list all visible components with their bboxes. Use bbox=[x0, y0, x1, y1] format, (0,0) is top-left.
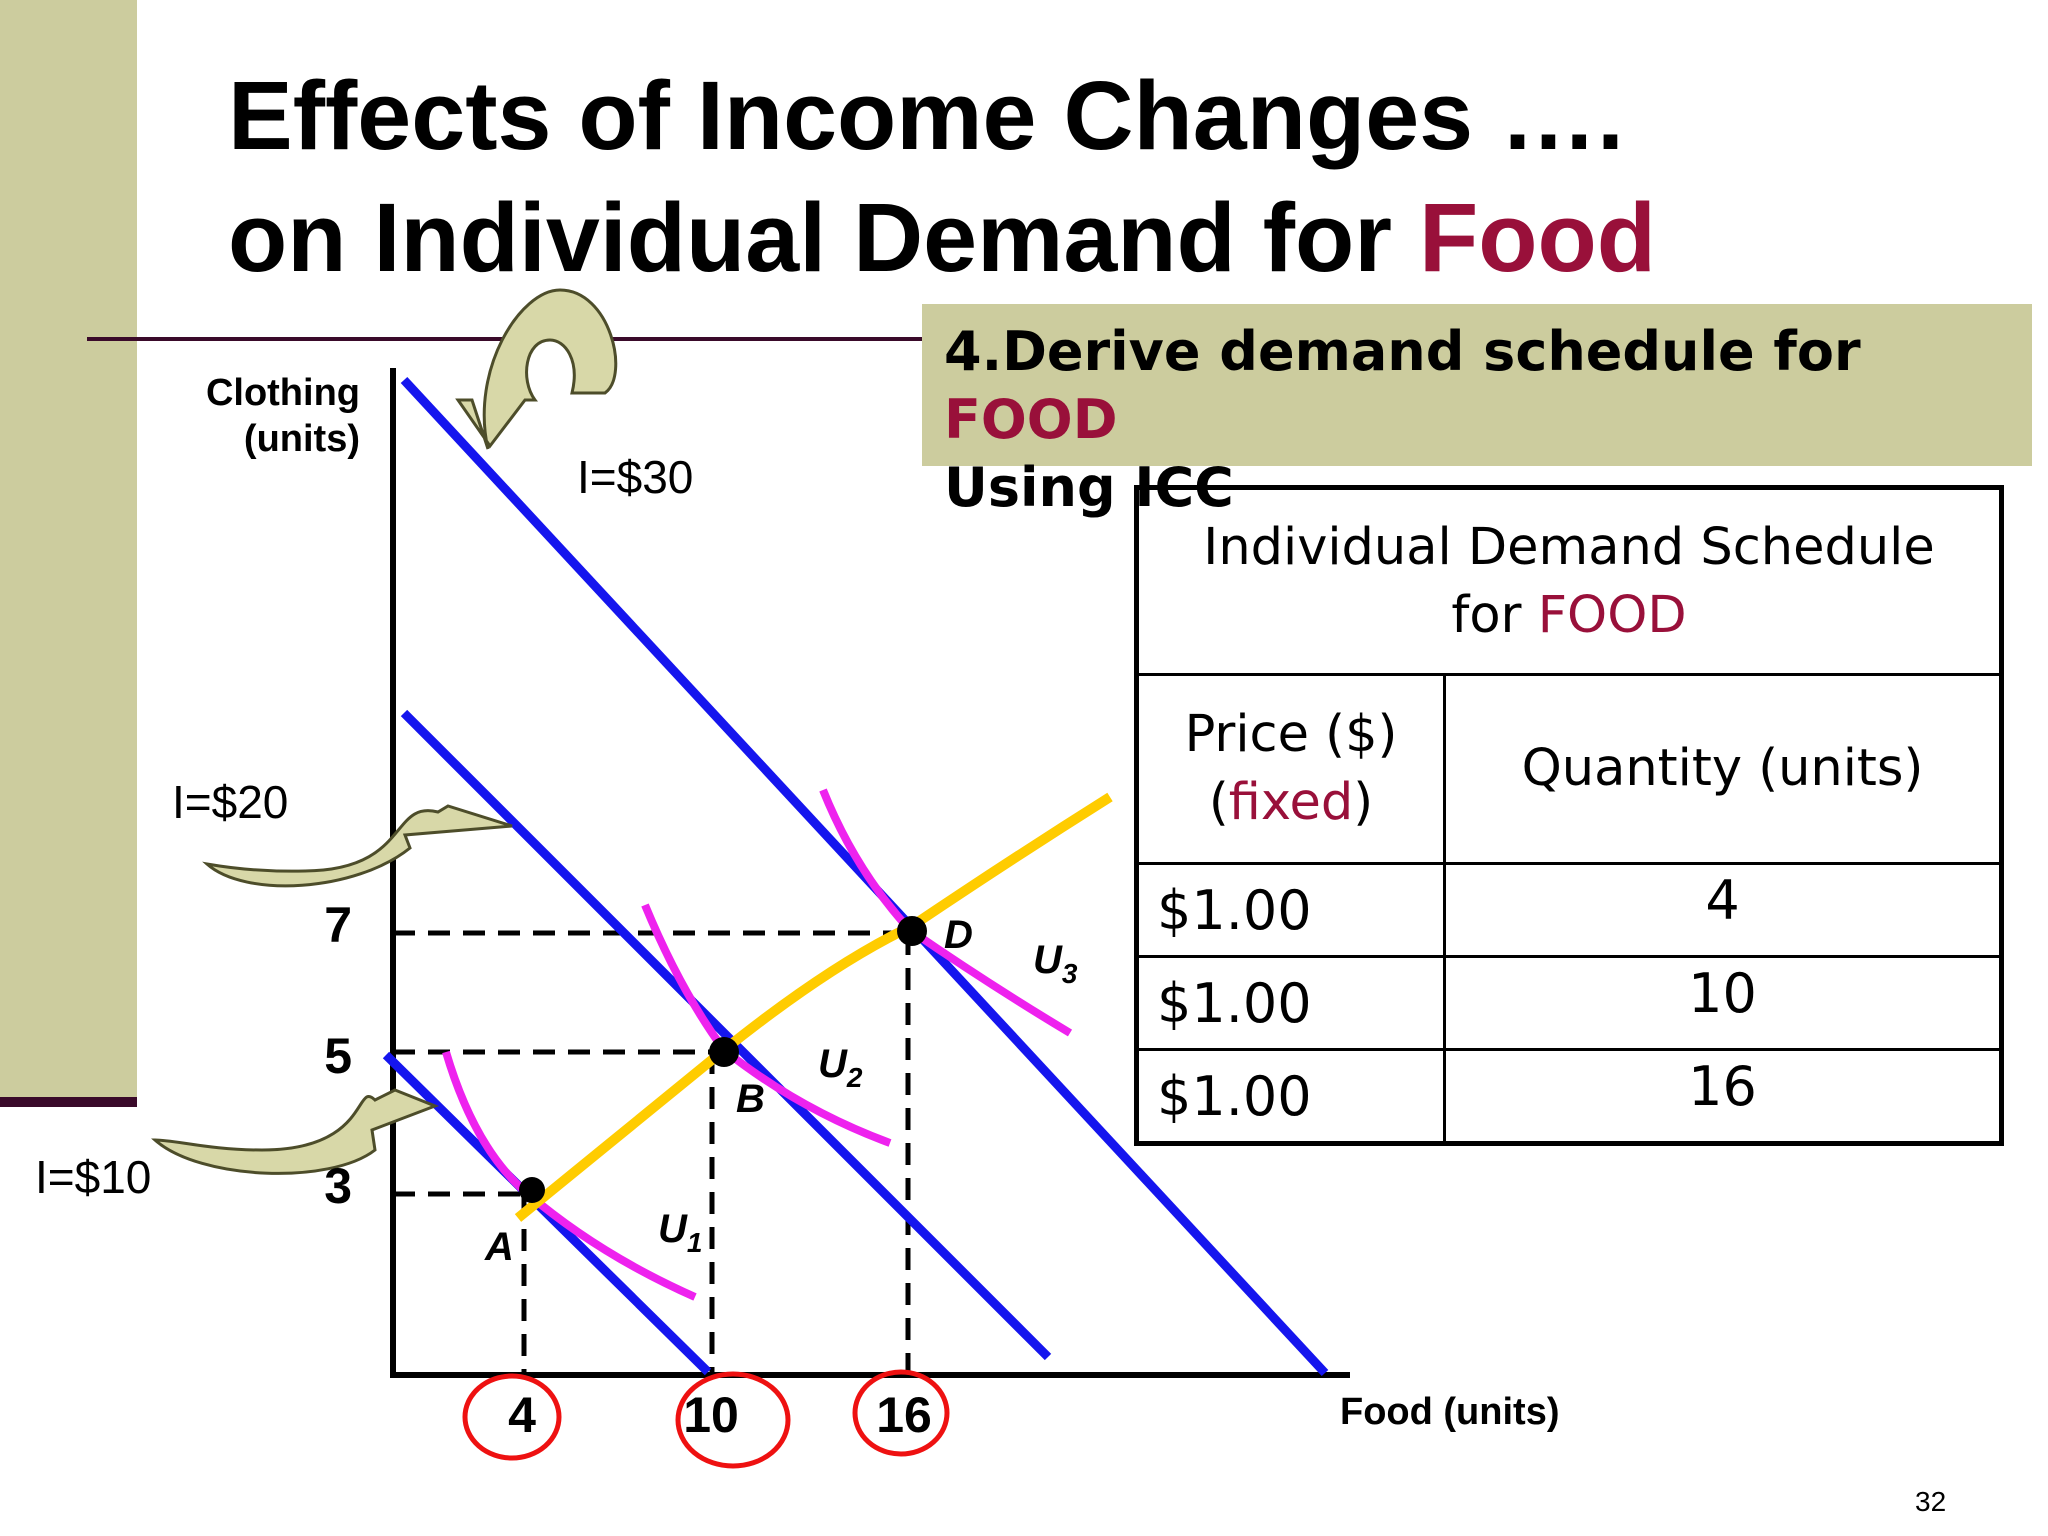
y-axis-label-line1: Clothing bbox=[206, 372, 360, 414]
curved-arrow-icon bbox=[151, 1088, 440, 1175]
highlight-circle-10 bbox=[675, 1371, 791, 1469]
point-b-label: B bbox=[736, 1077, 765, 1121]
page-number: 32 bbox=[1915, 1486, 1947, 1517]
price-header-line2: (fixed) bbox=[1139, 769, 1443, 837]
y-tick-7: 7 bbox=[324, 897, 352, 953]
highlight-circle-16 bbox=[852, 1369, 950, 1457]
left-bar-edge bbox=[0, 1097, 137, 1107]
curved-arrow-icon bbox=[455, 288, 618, 450]
table-title-line1: Individual Demand Schedule bbox=[1203, 517, 1935, 577]
quantity-cell: 4 bbox=[1443, 862, 2003, 958]
x-tick-16: 16 bbox=[876, 1387, 932, 1443]
table-title: Individual Demand Schedule for FOOD bbox=[1135, 486, 2003, 676]
y-tick-3: 3 bbox=[324, 1158, 352, 1214]
title-line-2: on Individual Demand for Food bbox=[228, 177, 1656, 299]
y-axis-label-line2: (units) bbox=[244, 418, 360, 460]
title-line-1: Effects of Income Changes …. bbox=[228, 61, 1624, 170]
price-header-open: ( bbox=[1208, 773, 1229, 832]
u1-subscript: 1 bbox=[687, 1227, 703, 1258]
table-row: $1.00 16 bbox=[1135, 1048, 2003, 1145]
step-line-1-text: 4.Derive demand schedule for bbox=[944, 320, 1861, 383]
price-header-close: ) bbox=[1353, 773, 1374, 832]
quantity-cell: 16 bbox=[1443, 1048, 2003, 1145]
income-consumption-curve bbox=[514, 792, 1113, 1222]
u2-subscript: 2 bbox=[846, 1062, 863, 1093]
indifference-curve-u3 bbox=[819, 788, 1073, 1037]
label-i20: I=$20 bbox=[172, 776, 288, 828]
table-row: $1.00 4 bbox=[1135, 862, 2003, 958]
table-title-accent-food: FOOD bbox=[1537, 585, 1687, 645]
x-tick-10: 10 bbox=[683, 1387, 739, 1443]
point-a bbox=[519, 1177, 545, 1203]
table-title-line2-text: for bbox=[1451, 585, 1538, 645]
highlight-circle-4 bbox=[462, 1373, 562, 1461]
u3-subscript: 3 bbox=[1062, 958, 1078, 989]
u1-label: U1 bbox=[658, 1207, 702, 1258]
curved-arrow-icon bbox=[202, 804, 513, 888]
u2-label: U2 bbox=[818, 1042, 863, 1093]
indifference-curve-u2 bbox=[641, 903, 892, 1147]
price-header: Price ($) (fixed) bbox=[1135, 673, 1446, 865]
table-title-line2: for FOOD bbox=[1139, 582, 1999, 650]
title-accent-food: Food bbox=[1419, 183, 1657, 292]
quantity-cell: 10 bbox=[1443, 955, 2003, 1051]
quantity-header: Quantity (units) bbox=[1443, 673, 2003, 865]
y-tick-5: 5 bbox=[324, 1028, 352, 1084]
x-axis-label: Food (units) bbox=[1340, 1391, 1559, 1433]
step-instruction-box: 4.Derive demand schedule for FOOD Using … bbox=[922, 304, 2032, 519]
label-i30: I=$30 bbox=[577, 451, 693, 503]
x-tick-4: 4 bbox=[508, 1387, 536, 1443]
point-a-label: A bbox=[484, 1225, 514, 1269]
budget-line-i20 bbox=[400, 709, 1052, 1361]
price-header-accent: fixed bbox=[1228, 773, 1354, 832]
price-cell: $1.00 bbox=[1135, 1048, 1446, 1145]
table-row: $1.00 10 bbox=[1135, 955, 2003, 1051]
slide-title: Effects of Income Changes …. on Individu… bbox=[228, 55, 1656, 299]
step-accent-food: FOOD bbox=[944, 388, 1118, 451]
label-i10: I=$10 bbox=[35, 1151, 151, 1203]
point-d bbox=[897, 916, 927, 946]
u3-label: U3 bbox=[1033, 938, 1078, 989]
price-header-line1: Price ($) bbox=[1184, 705, 1398, 764]
demand-schedule-table: Individual Demand Schedule for FOOD Pric… bbox=[1134, 485, 2004, 1146]
point-b bbox=[709, 1037, 739, 1067]
price-cell: $1.00 bbox=[1135, 862, 1446, 958]
left-decorative-bar bbox=[0, 0, 137, 1097]
point-d-label: D bbox=[944, 913, 973, 957]
dashed-guides bbox=[393, 930, 911, 1375]
step-line-1: 4.Derive demand schedule for FOOD bbox=[944, 318, 2014, 454]
title-line-2-text: on Individual Demand for bbox=[228, 183, 1419, 292]
price-cell: $1.00 bbox=[1135, 955, 1446, 1051]
